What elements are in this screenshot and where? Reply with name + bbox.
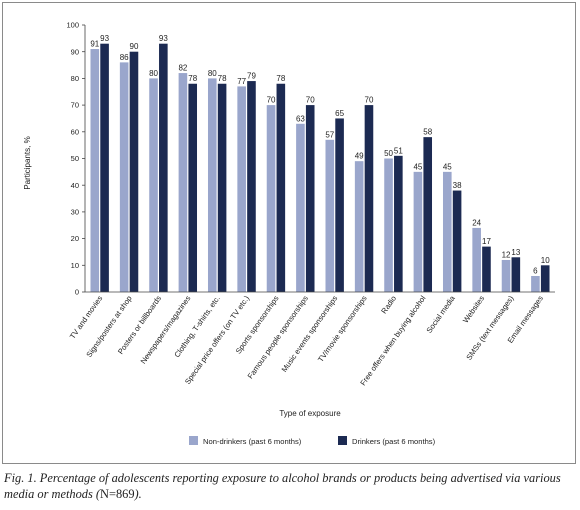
- data-label-drinkers: 65: [335, 109, 344, 118]
- data-label-non-drinkers: 77: [237, 77, 246, 86]
- y-tick-label: 100: [66, 21, 79, 30]
- bar-drinkers: [452, 190, 462, 292]
- data-label-drinkers: 38: [453, 181, 462, 190]
- data-label-drinkers: 78: [218, 74, 227, 83]
- y-axis: 0 10 20 30 40 50 60 70 80 90 100: [66, 21, 86, 297]
- bar-non-drinkers: [325, 139, 335, 292]
- data-label-drinkers: 93: [100, 34, 109, 43]
- y-tick-label: 40: [71, 181, 79, 190]
- bar-non-drinkers: [266, 105, 276, 292]
- legend-swatch-non-drinkers: [189, 436, 198, 445]
- bar-non-drinkers: [296, 123, 305, 292]
- data-label-drinkers: 58: [423, 128, 432, 137]
- bar-non-drinkers: [207, 78, 217, 293]
- bar-drinkers: [217, 83, 227, 293]
- data-label-non-drinkers: 63: [296, 114, 305, 123]
- data-label-drinkers: 78: [276, 74, 285, 83]
- y-tick-label: 50: [71, 154, 79, 163]
- y-tick-label: 60: [71, 127, 79, 136]
- x-category-label: Newspapers/magazines: [139, 294, 193, 366]
- data-label-non-drinkers: 80: [208, 69, 217, 78]
- data-label-drinkers: 10: [541, 256, 550, 265]
- y-axis-title: Participants, %: [23, 136, 32, 189]
- x-axis-title: Type of exposure: [279, 409, 341, 418]
- legend-swatch-drinkers: [338, 436, 347, 445]
- y-tick-label: 70: [71, 101, 79, 110]
- bar-drinkers: [482, 246, 491, 292]
- data-label-non-drinkers: 24: [472, 218, 481, 227]
- data-label-drinkers: 51: [394, 146, 403, 155]
- caption-text: Fig. 1. Percentage of adolescents report…: [4, 471, 561, 501]
- bar-non-drinkers: [237, 86, 246, 292]
- bar-non-drinkers: [531, 275, 540, 292]
- bar-non-drinkers: [472, 227, 481, 292]
- data-label-drinkers: 93: [159, 34, 168, 43]
- bar-non-drinkers: [384, 158, 393, 292]
- data-label-non-drinkers: 91: [90, 40, 99, 49]
- x-category-label: Free offers when buying alcohol: [358, 294, 427, 387]
- bar-drinkers: [511, 257, 521, 292]
- data-label-non-drinkers: 45: [443, 162, 452, 171]
- bar-drinkers: [129, 51, 139, 293]
- data-label-non-drinkers: 57: [325, 130, 334, 139]
- x-category-label: Famous people sponsorships: [246, 294, 310, 381]
- data-label-drinkers: 13: [511, 248, 520, 257]
- data-label-non-drinkers: 70: [267, 96, 276, 105]
- bar-drinkers: [540, 265, 550, 292]
- bar-non-drinkers: [354, 161, 364, 292]
- bar-drinkers: [394, 155, 403, 292]
- legend: Non-drinkers (past 6 months) Drinkers (p…: [189, 436, 436, 446]
- y-tick-label: 30: [71, 208, 79, 217]
- data-label-drinkers: 17: [482, 237, 491, 246]
- caption-end: ).: [134, 487, 142, 501]
- bar-non-drinkers: [178, 73, 188, 292]
- x-category-label: Websites: [461, 294, 486, 325]
- bar-non-drinkers: [149, 78, 158, 293]
- x-category-label: Social media: [425, 293, 458, 334]
- y-tick-label: 90: [71, 47, 79, 56]
- y-tick-label: 20: [71, 234, 79, 243]
- data-label-non-drinkers: 45: [413, 162, 422, 171]
- bar-non-drinkers: [442, 171, 452, 292]
- data-label-non-drinkers: 12: [502, 250, 511, 259]
- bar-drinkers: [335, 118, 344, 292]
- bar-drinkers: [188, 83, 198, 293]
- data-label-drinkers: 70: [365, 96, 374, 105]
- bar-non-drinkers: [501, 259, 511, 292]
- caption-n-value: N=869: [100, 487, 135, 501]
- bar-drinkers: [305, 105, 315, 292]
- data-label-drinkers: 90: [130, 42, 139, 51]
- bar-drinkers: [247, 81, 256, 292]
- bar-drinkers: [159, 43, 168, 292]
- legend-label-non-drinkers: Non-drinkers (past 6 months): [203, 437, 302, 446]
- data-label-non-drinkers: 80: [149, 69, 158, 78]
- bar-drinkers: [100, 43, 109, 292]
- x-category-label: Radio: [379, 294, 398, 315]
- bar-drinkers: [364, 105, 374, 292]
- data-label-drinkers: 78: [188, 74, 197, 83]
- data-label-non-drinkers: 50: [384, 149, 393, 158]
- bar-non-drinkers: [119, 62, 129, 292]
- data-label-drinkers: 79: [247, 72, 256, 81]
- y-tick-label: 0: [75, 288, 79, 297]
- y-tick-label: 10: [71, 261, 79, 270]
- data-label-non-drinkers: 82: [178, 64, 187, 73]
- figure-caption: Fig. 1. Percentage of adolescents report…: [4, 470, 578, 502]
- data-label-non-drinkers: 86: [120, 53, 129, 62]
- chart-frame: 0 10 20 30 40 50 60 70 80 90 100 91 93 86 90 80 93 82 78 8…: [2, 2, 576, 464]
- bar-non-drinkers: [90, 49, 100, 292]
- bar-drinkers: [276, 83, 286, 293]
- bar-drinkers: [423, 137, 433, 292]
- legend-label-drinkers: Drinkers (past 6 months): [352, 437, 436, 446]
- x-category-label: Music events sponsorships: [280, 294, 340, 374]
- data-label-drinkers: 70: [306, 96, 315, 105]
- y-tick-label: 80: [71, 74, 79, 83]
- data-label-non-drinkers: 6: [533, 266, 538, 275]
- data-label-non-drinkers: 49: [355, 152, 364, 161]
- bar-non-drinkers: [413, 171, 423, 292]
